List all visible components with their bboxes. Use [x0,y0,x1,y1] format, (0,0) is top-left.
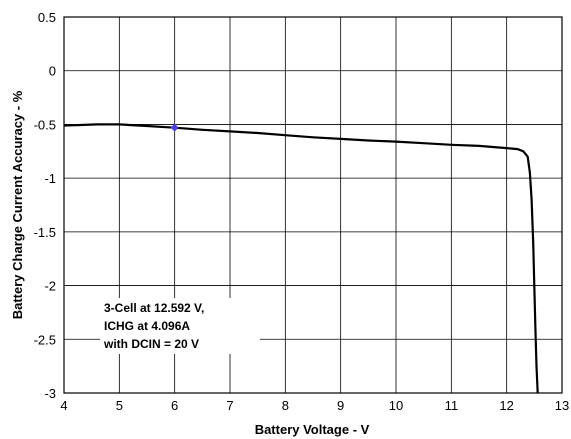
x-axis-label: Battery Voltage - V [255,422,370,437]
annotation-line-2: ICHG at 4.096A [104,319,190,333]
y-tick-label: 0.5 [38,10,56,25]
grid [64,17,562,393]
data-marker [170,123,179,132]
y-tick-label: -1.5 [34,225,56,240]
y-tick-label: 0 [49,64,56,79]
y-tick-label: -0.5 [34,117,56,132]
x-tick-label: 9 [337,398,344,413]
x-tick-label: 13 [555,398,569,413]
x-tick-label: 5 [116,398,123,413]
annotation-box: 3-Cell at 12.592 V, ICHG at 4.096A with … [100,298,260,354]
x-tick-label: 8 [282,398,289,413]
x-tick-label: 12 [499,398,513,413]
y-tick-label: -2.5 [34,332,56,347]
x-tick-label: 11 [445,398,459,413]
x-tick-label: 10 [389,398,403,413]
y-tick-label: -1 [44,171,56,186]
y-tick-label: -2 [44,279,56,294]
tick-labels: 4 5 6 7 8 9 10 11 12 13 0.5 0 -0.5 -1 -1.5 -2 -2.5 -3 [34,10,570,413]
x-tick-label: 7 [226,398,233,413]
plot-frame [63,16,563,394]
series-layer [63,123,539,394]
y-tick-label: -3 [44,386,56,401]
series-line [63,123,539,394]
annotation-line-1: 3-Cell at 12.592 V, [104,301,204,315]
x-tick-label: 4 [60,398,67,413]
annotation-line-3: with DCIN = 20 V [103,337,199,351]
annotation-background [100,298,260,354]
y-axis-label: Battery Charge Current Accuracy - % [10,90,25,319]
x-tick-label: 6 [171,398,178,413]
